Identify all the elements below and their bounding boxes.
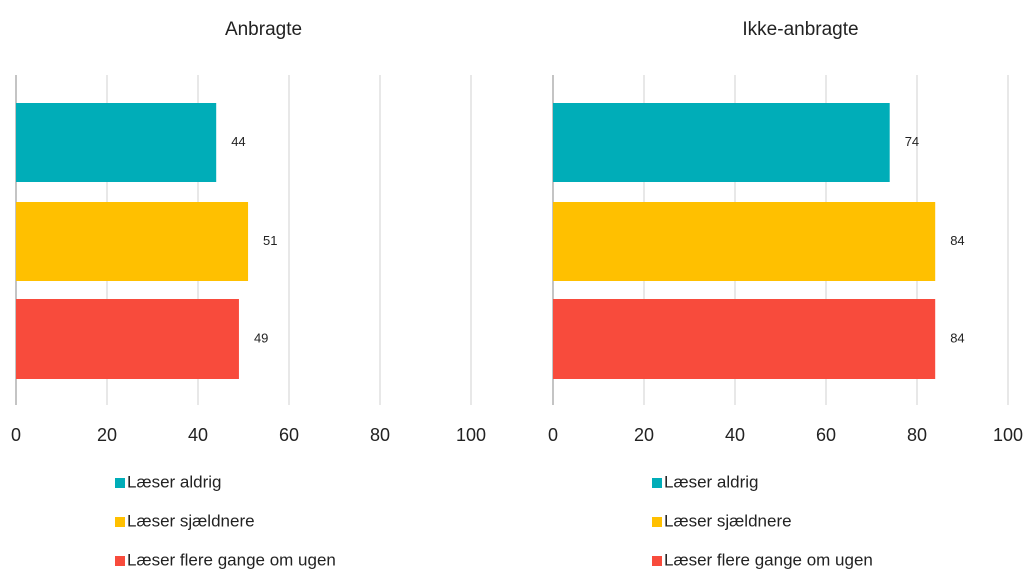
- x-tick-label: 0: [11, 425, 21, 445]
- legend-label: Læser flere gange om ugen: [664, 550, 873, 569]
- bar: [553, 202, 936, 281]
- x-tick-label: 0: [548, 425, 558, 445]
- value-label: 51: [263, 233, 277, 248]
- legend-swatch: [115, 517, 125, 527]
- x-tick-label: 80: [370, 425, 390, 445]
- x-tick-label: 60: [279, 425, 299, 445]
- legend-label: Læser aldrig: [127, 472, 222, 491]
- bar: [16, 202, 249, 281]
- bar: [16, 103, 217, 182]
- legend-label: Læser aldrig: [664, 472, 759, 491]
- x-tick-label: 100: [456, 425, 486, 445]
- chart-title: Anbragte: [225, 19, 302, 40]
- x-tick-label: 80: [907, 425, 927, 445]
- legend-label: Læser flere gange om ugen: [127, 550, 336, 569]
- legend-label: Læser sjældnere: [127, 511, 255, 530]
- bar: [553, 103, 890, 182]
- x-tick-label: 20: [634, 425, 654, 445]
- bar: [16, 299, 239, 379]
- value-label: 84: [950, 233, 964, 248]
- value-label: 84: [950, 330, 964, 345]
- legend-swatch: [115, 478, 125, 488]
- legend-swatch: [115, 556, 125, 566]
- x-tick-label: 60: [816, 425, 836, 445]
- bar: [553, 299, 936, 379]
- x-tick-label: 40: [188, 425, 208, 445]
- legend-swatch: [652, 556, 662, 566]
- legend-label: Læser sjældnere: [664, 511, 792, 530]
- value-label: 44: [231, 134, 245, 149]
- x-tick-label: 100: [993, 425, 1023, 445]
- x-tick-label: 40: [725, 425, 745, 445]
- x-tick-label: 20: [97, 425, 117, 445]
- legend-swatch: [652, 517, 662, 527]
- legend-swatch: [652, 478, 662, 488]
- chart-title: Ikke-anbragte: [742, 19, 858, 40]
- value-label: 74: [905, 134, 919, 149]
- value-label: 49: [254, 330, 268, 345]
